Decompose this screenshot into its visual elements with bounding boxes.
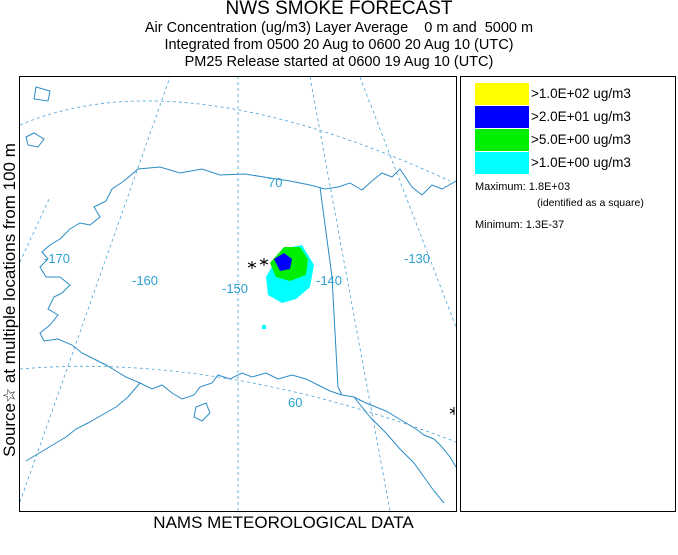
graticule-labels: -170 -160 -150 -140 -130 70 60 [44,175,430,410]
smoke-plume [262,245,314,329]
graticule [20,77,456,511]
lon-label-160: -160 [132,273,158,288]
lat-line-70 [20,100,451,182]
legend-swatch [475,106,529,128]
source-star [449,407,456,415]
lon-label-140: -140 [316,273,342,288]
subtitle-line-1: Air Concentration (ug/m3) Layer Average … [144,20,534,36]
legend-item: >1.0E+00 ug/m3 [475,152,671,174]
map-panel: -170 -160 -150 -140 -130 70 60 [19,76,457,512]
plume-dot [262,325,266,329]
legend-item: >1.0E+02 ug/m3 [475,83,671,105]
legend-label: >1.0E+02 ug/m3 [531,86,631,101]
lon-label-170: -170 [44,251,70,266]
alaska-coastline [39,166,456,468]
kodiak [193,402,211,422]
legend-swatch [475,83,529,105]
border-line [319,186,343,396]
legend-item: >5.0E+00 ug/m3 [475,129,671,151]
maximum-note: (identified as a square) [537,197,644,209]
lon-label-150: -150 [222,281,248,296]
source-side-label: Source☆ at multiple locations from 100 m [0,143,19,457]
arctic-island [33,86,51,102]
subtitle-line-3: PM25 Release started at 0600 19 Aug 10 (… [184,54,494,70]
source-markers [247,258,456,415]
st-lawrence [25,132,45,148]
meteorological-data-footer: NAMS METEOROLOGICAL DATA [153,513,414,532]
subtitle-line-2: Integrated from 0500 20 Aug to 0600 20 A… [164,37,514,53]
legend-label: >2.0E+01 ug/m3 [531,109,631,124]
maximum-label: Maximum: 1.8E+03 [475,181,571,193]
lon-label-130: -130 [404,251,430,266]
source-star [259,258,269,266]
lon-line-140 [309,77,391,511]
peninsula [25,382,141,462]
legend-label: >5.0E+00 ug/m3 [531,132,631,147]
legend-swatch [475,152,529,174]
coastline [25,86,456,504]
alaska-map: -170 -160 -150 -140 -130 70 60 [20,77,456,511]
lon-line-130 [359,77,456,328]
legend-swatch [475,129,529,151]
forecast-title: NWS SMOKE FORECAST [225,0,453,19]
se-panhandle [353,396,445,504]
lat-label-60: 60 [288,395,302,410]
lat-line-60 [20,365,456,443]
legend-panel: >1.0E+02 ug/m3 >2.0E+01 ug/m3 >5.0E+00 u… [460,76,676,512]
plume-blue [274,253,292,271]
lat-label-70: 70 [268,175,282,190]
legend-label: >1.0E+00 ug/m3 [531,155,631,170]
source-star [247,261,257,269]
minimum-label: Minimum: 1.3E-37 [475,219,565,231]
legend-item: >2.0E+01 ug/m3 [475,106,671,128]
